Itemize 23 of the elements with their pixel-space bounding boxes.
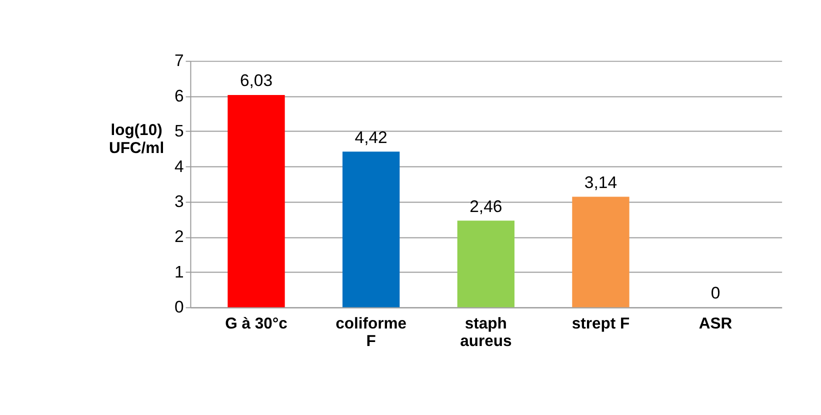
bar xyxy=(572,196,630,308)
y-tick-label: 6 xyxy=(174,86,184,106)
data-label: 2,46 xyxy=(470,196,502,216)
data-label: 3,14 xyxy=(584,172,618,192)
x-tick-label: strept F xyxy=(572,315,630,332)
data-label: 6,03 xyxy=(240,71,273,90)
y-axis-title: log(10) UFC/ml xyxy=(108,122,164,157)
data-label: 0 xyxy=(710,283,720,302)
bar xyxy=(457,220,514,308)
bar xyxy=(342,152,400,308)
data-label: 4,42 xyxy=(354,128,388,147)
x-tick-label: coliforme F xyxy=(336,315,407,350)
y-tick-label: 2 xyxy=(174,227,184,246)
y-tick-label: 1 xyxy=(174,262,184,282)
bar xyxy=(228,94,285,308)
x-tick-label: staph aureus xyxy=(460,315,512,350)
y-tick-label: 3 xyxy=(174,192,184,212)
y-tick-label: 0 xyxy=(174,298,184,317)
x-tick-label: G à 30°c xyxy=(225,315,288,332)
y-tick-label: 5 xyxy=(174,122,184,141)
y-tick-label: 7 xyxy=(174,51,184,70)
x-tick-label: ASR xyxy=(698,315,733,332)
y-tick-label: 4 xyxy=(174,156,184,176)
